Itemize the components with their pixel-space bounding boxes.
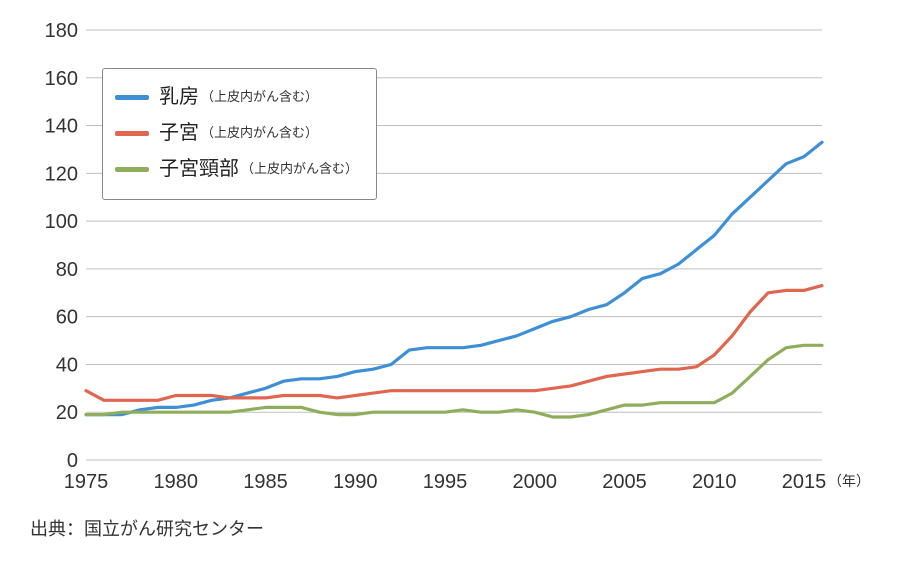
- chart-container: 乳房 （上皮内がん含む） 子宮 （上皮内がん含む） 子宮頸部 （上皮内がん含む）…: [30, 20, 870, 541]
- legend-label-uterus: 子宮: [159, 115, 199, 151]
- legend-note-uterus: （上皮内がん含む）: [201, 121, 318, 144]
- svg-text:1980: 1980: [154, 471, 199, 493]
- svg-text:160: 160: [45, 68, 78, 90]
- svg-text:1995: 1995: [423, 471, 468, 493]
- svg-text:1985: 1985: [243, 471, 288, 493]
- svg-text:40: 40: [56, 354, 78, 376]
- svg-text:20: 20: [56, 402, 78, 424]
- legend-item-cervix: 子宮頸部 （上皮内がん含む）: [115, 151, 358, 187]
- svg-text:2010: 2010: [692, 471, 737, 493]
- legend-swatch-uterus: [115, 131, 149, 136]
- svg-text:2000: 2000: [513, 471, 558, 493]
- legend-swatch-breast: [115, 95, 149, 100]
- legend-item-uterus: 子宮 （上皮内がん含む）: [115, 115, 358, 151]
- svg-text:120: 120: [45, 163, 78, 185]
- legend-label-breast: 乳房: [159, 79, 199, 115]
- legend-swatch-cervix: [115, 167, 149, 172]
- legend-item-breast: 乳房 （上皮内がん含む）: [115, 79, 358, 115]
- series-uterus: [86, 286, 822, 401]
- legend: 乳房 （上皮内がん含む） 子宮 （上皮内がん含む） 子宮頸部 （上皮内がん含む）: [102, 68, 377, 200]
- svg-text:1990: 1990: [333, 471, 378, 493]
- svg-text:180: 180: [45, 20, 78, 42]
- svg-text:100: 100: [45, 211, 78, 233]
- svg-text:60: 60: [56, 307, 78, 329]
- svg-text:80: 80: [56, 259, 78, 281]
- legend-label-cervix: 子宮頸部: [159, 151, 239, 187]
- svg-text:0: 0: [67, 450, 78, 472]
- svg-text:1975: 1975: [64, 471, 109, 493]
- svg-text:（年）: （年）: [828, 473, 870, 489]
- legend-note-cervix: （上皮内がん含む）: [241, 157, 358, 180]
- svg-text:2015: 2015: [782, 471, 827, 493]
- svg-text:2005: 2005: [602, 471, 647, 493]
- source-citation: 出典：国立がん研究センター: [30, 515, 870, 541]
- svg-text:140: 140: [45, 116, 78, 138]
- legend-note-breast: （上皮内がん含む）: [201, 85, 318, 108]
